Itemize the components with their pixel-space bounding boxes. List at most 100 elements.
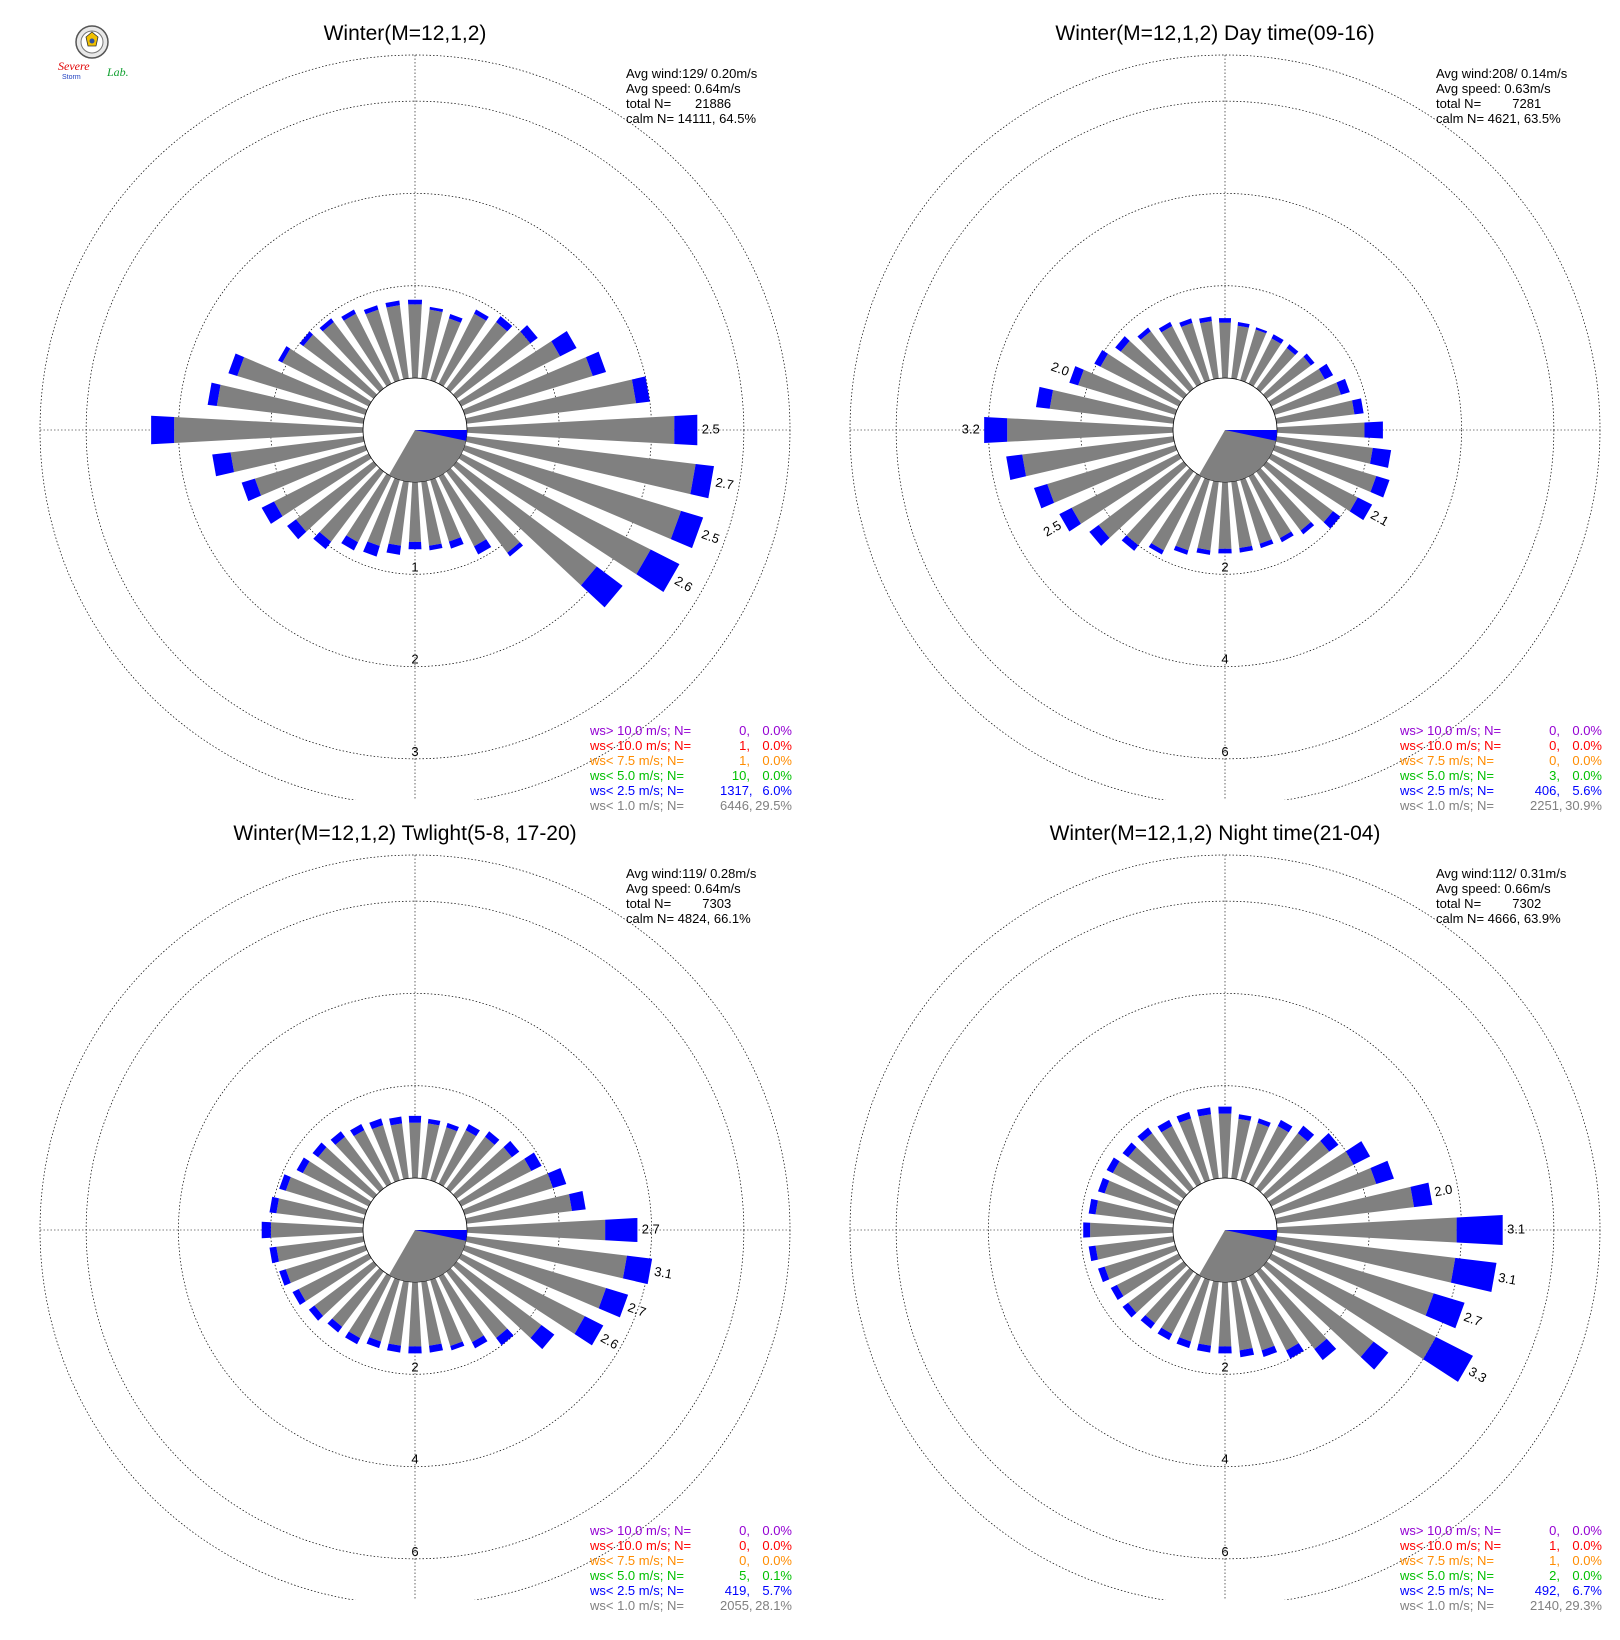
- ring-label: 2: [411, 652, 418, 667]
- legend-row-lt10: ws< 10.0 m/s; N= 0, 0.0%: [1400, 738, 1602, 753]
- panel-title: Winter(M=12,1,2) Night time(21-04): [1049, 822, 1381, 845]
- bar-lt2_5: [1033, 484, 1055, 509]
- calm-n-line: calm N= 4621, 63.5%: [1436, 111, 1561, 126]
- bar-lt1: [1256, 467, 1311, 531]
- bar-label: 3.1: [1507, 1221, 1525, 1236]
- legend-row-lt1: ws< 1.0 m/s; N= 2251, 30.9%: [1400, 798, 1602, 813]
- legend-row-lt2_5: ws< 2.5 m/s; N= 1317, 6.0%: [590, 783, 792, 798]
- bar-lt2_5: [1035, 386, 1054, 409]
- bar-lt2_5: [1279, 531, 1294, 543]
- bar-lt1: [285, 1177, 368, 1215]
- bar-lt2_5: [241, 478, 262, 502]
- bar-lt2_5: [407, 299, 423, 305]
- legend-row-lt5: ws< 5.0 m/s; N= 10, 0.0%: [590, 768, 792, 783]
- avg-speed-line: Avg speed: 0.64m/s: [626, 81, 741, 96]
- bar-lt1: [216, 384, 365, 424]
- bar-lt1: [1262, 356, 1311, 399]
- bar-label: 2.5: [702, 421, 720, 436]
- bar-lt2_5: [1110, 1284, 1124, 1300]
- bar-lt1: [369, 1277, 400, 1342]
- bar-lt2_5: [429, 306, 444, 312]
- bar-lt2_5: [1318, 363, 1334, 380]
- bar-lt2_5: [1069, 366, 1084, 386]
- bar-lt2_5: [1303, 353, 1315, 366]
- legend-row-lt10: ws< 10.0 m/s; N= 0, 0.0%: [590, 1538, 792, 1553]
- legend-row-lt2_5: ws< 2.5 m/s; N= 406, 5.6%: [1400, 783, 1602, 798]
- bar-lt1: [421, 1123, 440, 1180]
- bar-lt2_5: [1370, 475, 1390, 498]
- bar-lt1: [1272, 445, 1377, 493]
- bar-lt1: [1120, 340, 1188, 399]
- bar-lt1: [273, 453, 372, 517]
- bar-lt1: [1161, 1126, 1202, 1187]
- bar-lt2_5: [279, 1269, 291, 1286]
- bar-lt2_5: [1423, 1337, 1474, 1382]
- bar-lt2_5: [485, 1131, 500, 1145]
- bar-lt2_5: [1176, 1337, 1192, 1349]
- bar-lt2_5: [1314, 1338, 1337, 1361]
- calm-sector: [389, 1230, 467, 1282]
- bar-lt2_5: [496, 316, 513, 332]
- bar-lt2_5: [269, 1196, 279, 1214]
- bar-lt2_5: [1218, 318, 1232, 323]
- bar-lt1: [282, 348, 372, 407]
- bar-lt2_5: [474, 539, 492, 555]
- bar-lt1: [302, 1161, 372, 1207]
- bar-lt1: [270, 1222, 364, 1238]
- total-n-line: total N= 21886: [626, 96, 732, 111]
- bar-lt2_5: [151, 415, 175, 445]
- bar-lt1: [452, 1261, 542, 1339]
- bar-lt2_5: [471, 1335, 488, 1349]
- bar-lt2_5: [1176, 1111, 1192, 1123]
- bar-lt1: [1240, 1277, 1275, 1351]
- avg-speed-line: Avg speed: 0.64m/s: [626, 881, 741, 896]
- bar-lt1: [1175, 477, 1210, 551]
- bar-lt1: [1262, 1140, 1330, 1199]
- ring-label: 6: [1221, 1544, 1228, 1559]
- ring-label: 2: [1221, 1359, 1228, 1374]
- bar-lt1: [465, 1236, 627, 1279]
- bar-lt1: [1198, 1114, 1219, 1180]
- bar-lt1: [452, 331, 531, 399]
- bar-label: 2.6: [598, 1330, 621, 1352]
- bar-label: 2.7: [1462, 1309, 1484, 1329]
- bar-lt1: [1078, 369, 1178, 415]
- bar-lt2_5: [448, 537, 464, 549]
- bar-lt1: [230, 436, 365, 473]
- avg-wind-line: Avg wind:208/ 0.14m/s: [1436, 66, 1568, 81]
- bar-lt1: [276, 1198, 365, 1224]
- bar-lt1: [446, 321, 508, 393]
- bar-lt2_5: [341, 535, 359, 551]
- bar-lt1: [332, 1267, 384, 1327]
- bar-lt1: [430, 1277, 463, 1346]
- bar-lt2_5: [408, 541, 422, 550]
- bar-lt1: [421, 480, 442, 546]
- bar-lt2_5: [299, 331, 314, 347]
- bar-lt2_5: [1083, 1222, 1091, 1238]
- bar-lt1: [1128, 1261, 1188, 1313]
- legend-row-lt7_5: ws< 7.5 m/s; N= 1, 0.0%: [590, 753, 792, 768]
- bar-lt2_5: [212, 452, 235, 477]
- bar-lt2_5: [446, 1122, 459, 1132]
- bar-lt1: [1090, 1222, 1174, 1238]
- bar-lt1: [466, 415, 675, 445]
- bar-lt1: [458, 453, 651, 575]
- bar-lt1: [465, 436, 696, 495]
- bar-lt1: [1248, 1126, 1289, 1187]
- bar-lt2_5: [1360, 1341, 1389, 1370]
- bar-lt2_5: [261, 501, 283, 524]
- bar-lt1: [1268, 1151, 1354, 1207]
- bar-lt2_5: [1122, 1142, 1137, 1158]
- bar-lt1: [1179, 1118, 1210, 1183]
- bar-lt1: [174, 416, 364, 444]
- avg-wind-line: Avg wind:112/ 0.31m/s: [1436, 866, 1567, 881]
- bar-lt2_5: [1218, 548, 1232, 554]
- bar-lt2_5: [369, 1118, 384, 1130]
- bar-lt2_5: [598, 1288, 629, 1318]
- bar-label: 2.0: [1433, 1181, 1453, 1199]
- bar-lt1: [1248, 473, 1292, 539]
- bar-lt1: [388, 1280, 409, 1346]
- bar-lt2_5: [580, 566, 623, 608]
- bar-lt2_5: [279, 1174, 291, 1191]
- bar-lt2_5: [1410, 1182, 1433, 1208]
